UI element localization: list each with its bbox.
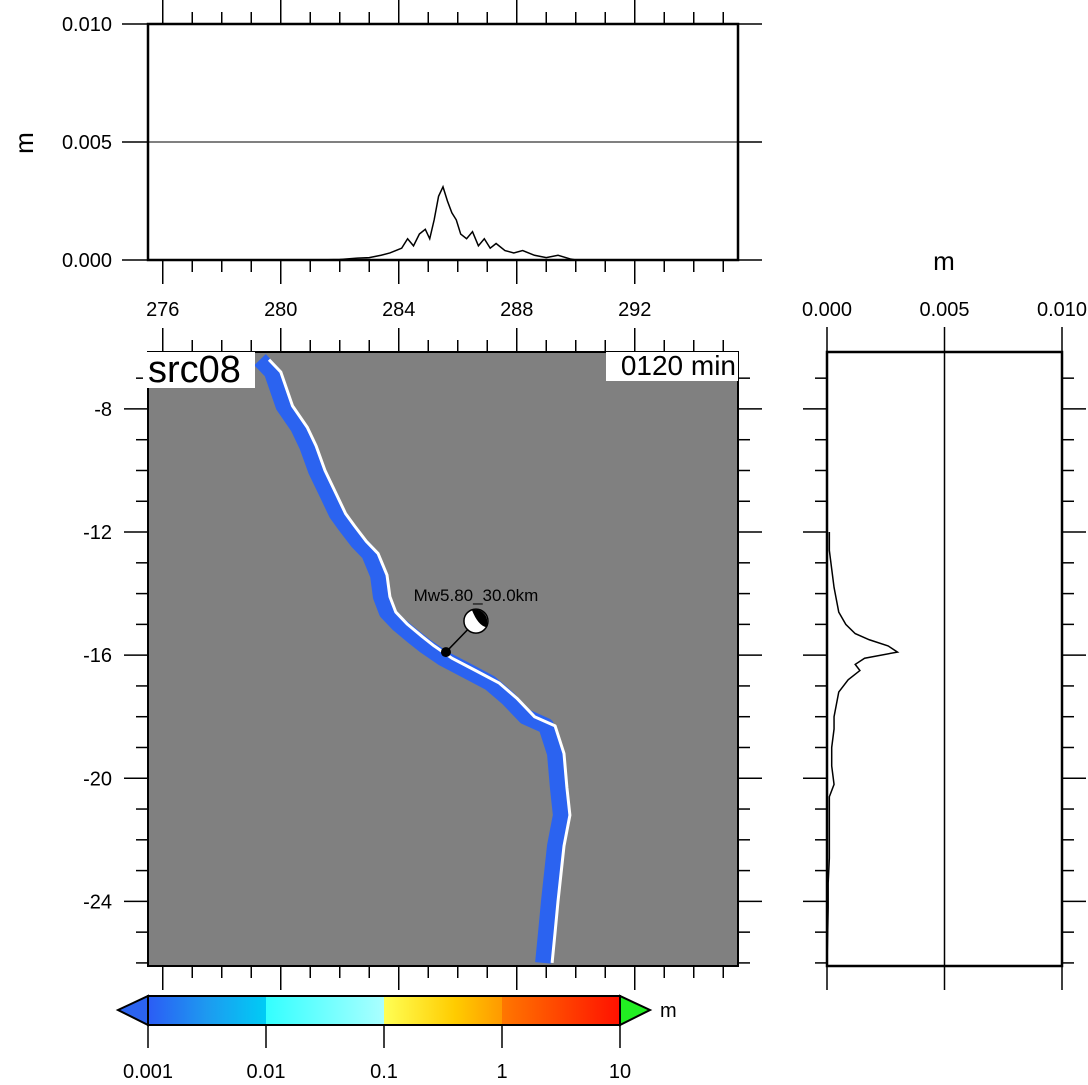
- side-panel-unit-label: m: [933, 246, 955, 276]
- top-y-tick-label: 0.005: [62, 132, 112, 154]
- top-x-tick-label: 276: [146, 299, 179, 321]
- top-x-tick-label: 288: [500, 299, 533, 321]
- epicenter-dot: [440, 647, 451, 658]
- top-panel-unit-label: m: [9, 132, 39, 154]
- wave-height-band: [254, 354, 569, 964]
- map-y-ticks: -8 -12 -16 -20 -24: [83, 377, 762, 964]
- coastline: [267, 358, 572, 964]
- colorbar-segment-2: [266, 996, 384, 1025]
- side-panel-x-ticks: 0.000 0.005 0.010: [802, 299, 1087, 990]
- side-x-tick-label: 0.000: [802, 299, 852, 321]
- colorbar-segment-1: [148, 996, 266, 1025]
- top-x-tick-label: 280: [264, 299, 297, 321]
- top-panel-x-ticks: 276 280 284 288 292: [146, 0, 724, 321]
- side-panel-profile-line: [826, 532, 900, 963]
- colorbar-segment-4: [502, 996, 620, 1025]
- colorbar: 0.001 0.01 0.1 1 10 m: [115, 994, 677, 1083]
- map-y-tick-label: -20: [83, 768, 112, 790]
- top-panel: 0.000 0.005 0.010 276 280 284 288 292 m: [9, 0, 762, 321]
- title-box: [143, 352, 255, 388]
- top-panel-y-ticks: 0.000 0.005 0.010: [62, 14, 762, 272]
- colorbar-segment-3: [384, 996, 502, 1025]
- side-panel-y-ticks: [803, 377, 1086, 964]
- focal-mechanism-icon: [463, 608, 489, 634]
- colorbar-under-triangle: [115, 994, 149, 1027]
- colorbar-unit: m: [660, 1000, 677, 1022]
- colorbar-label: 10: [609, 1061, 631, 1083]
- colorbar-label: 1: [496, 1061, 507, 1083]
- side-panel: 0.000 0.005 0.010 m: [802, 246, 1087, 990]
- colorbar-over-triangle: [619, 994, 653, 1027]
- side-x-tick-label: 0.005: [919, 299, 969, 321]
- colorbar-label: 0.001: [123, 1061, 173, 1083]
- top-panel-profile-line: [316, 184, 576, 261]
- top-x-tick-label: 284: [382, 299, 415, 321]
- map-title: src08: [148, 349, 241, 391]
- map-y-tick-label: -12: [83, 522, 112, 544]
- map-panel: -8 -12 -16 -20 -24 src08 0120 min Mw5.80_30.…: [83, 328, 762, 990]
- map-frame: [147, 351, 739, 967]
- side-x-tick-label: 0.010: [1037, 299, 1087, 321]
- colorbar-label: 0.01: [247, 1061, 286, 1083]
- map-x-ticks: [162, 328, 724, 990]
- time-label-box: [606, 352, 738, 381]
- top-x-tick-label: 292: [618, 299, 651, 321]
- event-label: Mw5.80_30.0km: [414, 586, 539, 605]
- colorbar-ticks: 0.001 0.01 0.1 1 10: [123, 1025, 631, 1083]
- colorbar-label: 0.1: [370, 1061, 398, 1083]
- time-label: 0120 min: [621, 350, 736, 381]
- top-y-tick-label: 0.000: [62, 250, 112, 272]
- map-y-tick-label: -16: [83, 645, 112, 667]
- map-y-tick-label: -8: [94, 399, 112, 421]
- map-y-tick-label: -24: [83, 891, 112, 913]
- epicenter-marker: Mw5.80_30.0km: [414, 586, 539, 658]
- top-y-tick-label: 0.010: [62, 14, 112, 36]
